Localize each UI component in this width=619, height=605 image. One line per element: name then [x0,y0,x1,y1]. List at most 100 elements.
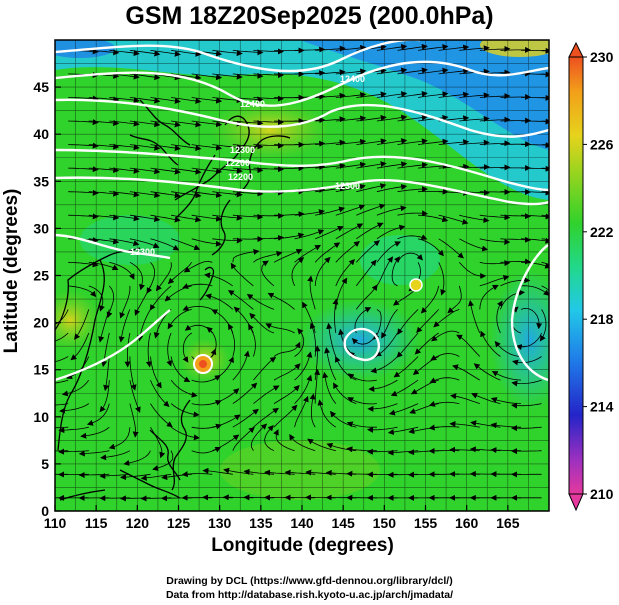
streamline [191,214,223,222]
streamline [438,238,464,259]
streamline [541,191,549,193]
streamline [109,191,140,198]
streamline [88,167,120,174]
low-center [409,278,423,292]
streamline [356,114,387,122]
streamline [347,373,377,382]
y-axis-title: Latitude (degrees) [1,188,22,354]
streamline [167,262,193,285]
streamline [230,262,254,287]
streamline [253,119,284,126]
streamline [355,259,377,287]
streamline [496,300,503,334]
streamline [335,204,366,216]
streamline [109,144,140,151]
streamline [109,238,140,247]
streamline [103,356,110,392]
streamline [479,45,511,52]
streamline [429,377,460,383]
streamline [129,120,161,128]
streamline [294,351,313,381]
contour-label: 12300 [130,247,155,257]
streamline [261,260,275,287]
streamline [315,185,346,193]
colorbar-label: 218 [590,311,614,327]
streamline [170,379,198,398]
streamline [315,162,346,169]
streamline [88,96,120,103]
streamline [468,300,481,334]
streamline [109,261,135,280]
streamline [418,114,449,122]
streamline [129,191,161,199]
streamline [150,144,181,152]
streamline [294,46,326,53]
streamline [184,324,213,334]
streamline [171,144,202,152]
streamline [109,120,140,127]
y-tick-label: 5 [41,456,49,472]
streamline [212,167,243,174]
streamline [541,285,549,291]
streamline [253,166,284,173]
streamline [376,241,402,263]
contour-label: 12300 [230,145,255,155]
streamline [459,92,490,99]
streamline [68,95,99,102]
streamline [315,226,344,240]
height-contours [55,40,549,382]
streamline [249,312,275,334]
streamline [541,167,549,169]
streamline [418,214,449,223]
contour-label: 12400 [340,74,365,84]
streamline [171,97,202,104]
streamline [205,293,234,310]
streamline [232,190,264,197]
streamline [55,403,69,406]
streamline [511,425,542,432]
contour-label: 12400 [240,99,265,109]
streamline [204,272,234,287]
colorbar-label: 210 [590,486,614,502]
streamline [68,213,99,220]
streamline [273,232,305,240]
streamline [232,120,264,127]
streamline [212,237,243,244]
streamline [521,142,549,149]
streamline [109,50,140,56]
streamline [74,309,90,340]
streamline [479,164,511,171]
y-tick-label: 40 [33,126,49,142]
streamline [459,238,489,252]
streamline [539,309,547,342]
streamline [335,91,367,98]
streamline [129,403,139,438]
streamline [182,305,213,311]
streamline [459,115,490,122]
streamline [480,330,501,357]
streamline [191,238,222,247]
y-axis-ticks: 0 5 10 15 20 25 30 35 40 45 [33,79,61,519]
streamline [146,262,156,294]
streamline [88,285,105,312]
streamline [418,138,449,145]
streamline [397,186,428,193]
streamline [335,183,366,193]
streamline [335,277,348,310]
streamline [212,434,240,452]
streamline [294,395,309,428]
streamline [119,285,131,319]
streamline [55,356,69,363]
contour-labels: 12400 12300 12200 12200 12300 12300 1240… [130,74,365,257]
streamline [59,403,90,414]
streamline [479,140,511,147]
streamline [100,450,131,461]
x-tick-label: 110 [44,515,67,531]
streamline [397,67,428,75]
streamline [170,403,200,418]
streamline [356,240,380,263]
streamline [253,95,284,102]
streamline [314,256,331,286]
streamline [309,322,317,357]
streamline [182,283,213,289]
